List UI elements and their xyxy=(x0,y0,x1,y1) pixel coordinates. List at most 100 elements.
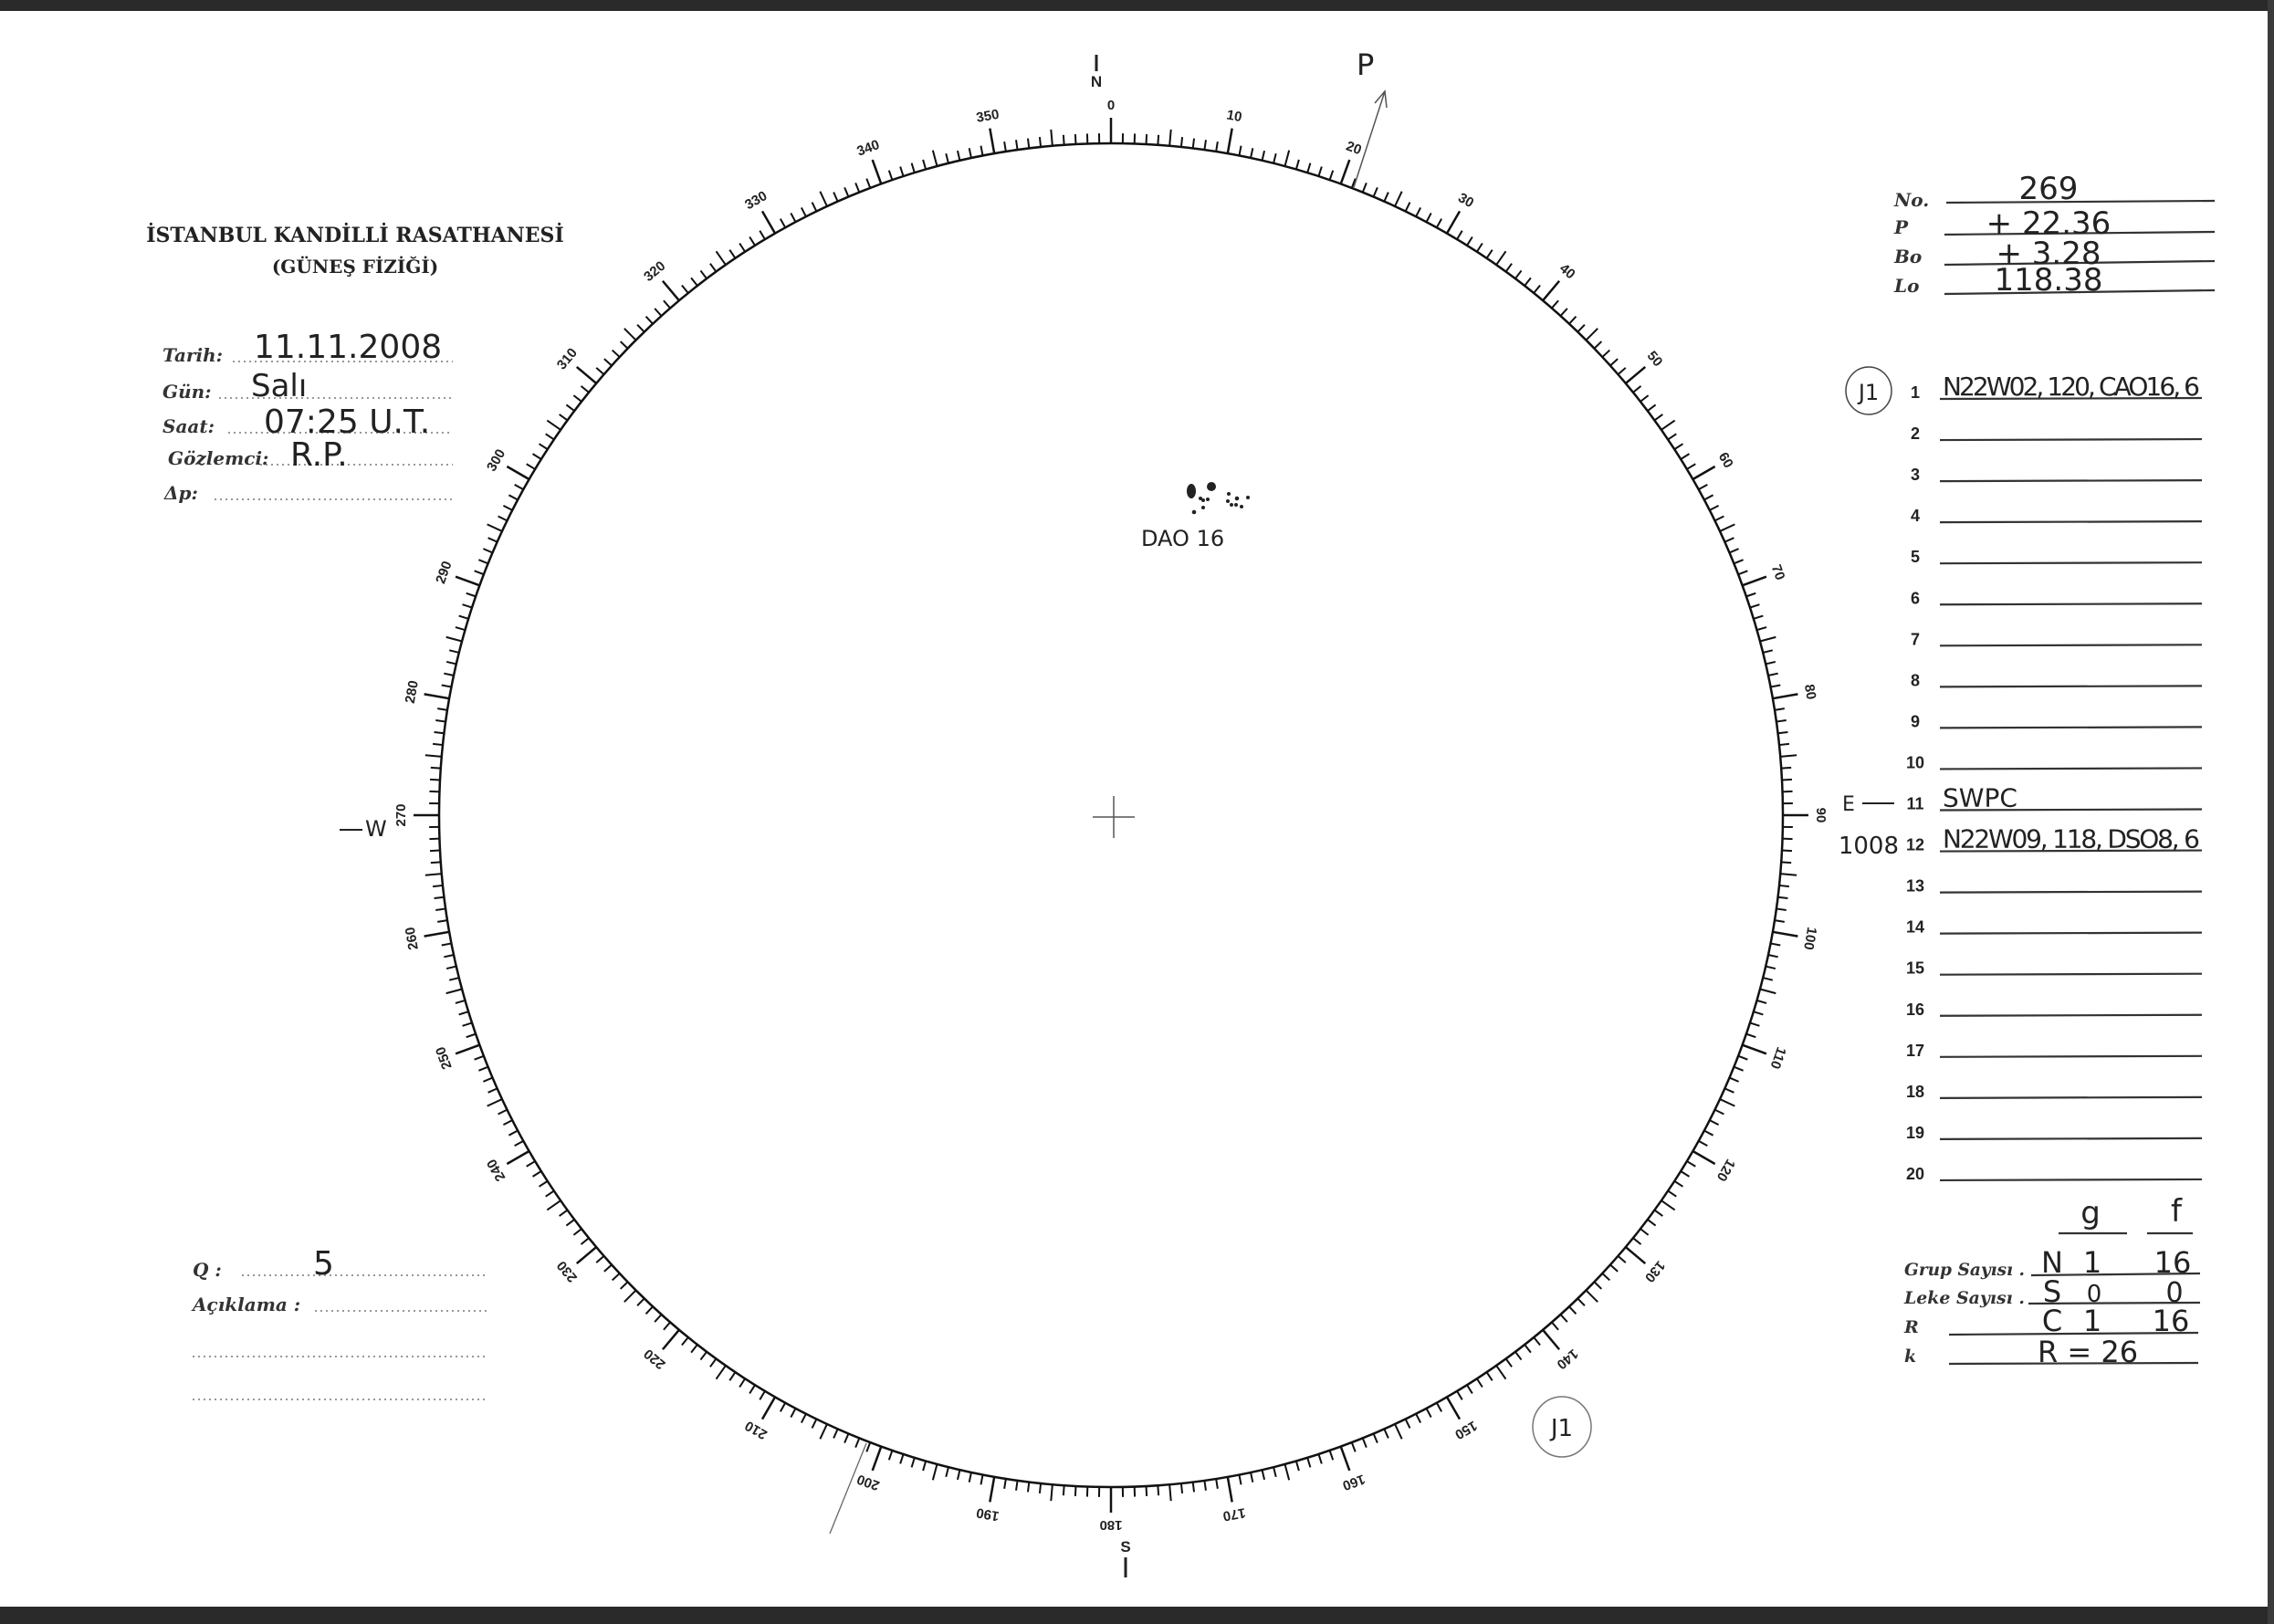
group-row: 10 xyxy=(1906,753,2203,771)
degree-tick xyxy=(445,635,463,643)
degree-tick xyxy=(1425,1408,1432,1419)
scan-border-top xyxy=(0,0,2274,11)
row-number: 17 xyxy=(1906,1042,1924,1060)
degree-tick xyxy=(899,166,905,177)
degree-tick xyxy=(432,742,444,747)
row-line xyxy=(1939,1137,2203,1141)
degree-label: 250 xyxy=(433,1044,456,1071)
degree-label: 60 xyxy=(1715,450,1736,471)
degree-tick xyxy=(1404,1419,1411,1429)
degree-tick xyxy=(531,1170,542,1178)
row-number: 18 xyxy=(1906,1083,1924,1101)
row-line xyxy=(1939,644,2203,647)
degree-tick xyxy=(1415,1413,1422,1424)
degree-tick xyxy=(1653,1209,1663,1217)
group-row: 15 xyxy=(1906,959,2203,978)
degree-tick xyxy=(1495,1365,1507,1380)
count-row-n: N 1 16 xyxy=(2041,1245,2191,1280)
degree-tick xyxy=(1203,140,1207,151)
degree-tick xyxy=(1767,672,1778,676)
degree-tick xyxy=(1777,730,1788,735)
degree-tick xyxy=(759,1390,766,1400)
degree-tick xyxy=(865,178,872,189)
degree-tick xyxy=(968,1472,972,1483)
degree-tick xyxy=(1776,907,1787,911)
degree-tick xyxy=(709,1357,718,1367)
degree-label: 180 xyxy=(1099,1517,1122,1533)
note-label: Açıklama : xyxy=(191,1294,300,1315)
row-number: 13 xyxy=(1906,877,1924,896)
scan-border-right xyxy=(2268,0,2274,1624)
degree-tick xyxy=(690,277,698,287)
degree-tick xyxy=(1456,1390,1463,1400)
degree-tick xyxy=(546,419,561,431)
axis-line xyxy=(829,1442,867,1535)
degree-tick xyxy=(1551,1321,1559,1331)
degree-tick xyxy=(1781,849,1793,853)
degree-tick xyxy=(1542,1329,1561,1351)
degree-tick xyxy=(715,250,727,266)
degree-tick xyxy=(482,548,493,554)
degree-tick xyxy=(482,1076,493,1083)
south-label: S xyxy=(1120,1538,1130,1556)
degree-tick xyxy=(910,162,916,173)
degree-tick xyxy=(833,1428,839,1439)
p-value: + 22.36 xyxy=(1986,205,2112,242)
no-value: 269 xyxy=(2019,171,2079,207)
degree-tick xyxy=(619,341,629,350)
scan-border-bottom xyxy=(0,1607,2274,1624)
degree-tick xyxy=(1724,1087,1734,1094)
degree-tick xyxy=(1745,592,1756,598)
degree-tick xyxy=(478,559,488,565)
degree-tick xyxy=(1625,365,1647,384)
row-number: 15 xyxy=(1906,959,1924,978)
degree-tick xyxy=(1778,742,1790,747)
degree-tick xyxy=(624,1289,637,1303)
degree-tick xyxy=(1767,954,1778,959)
row-number: 4 xyxy=(1911,507,1920,525)
degree-tick xyxy=(1168,129,1172,146)
degree-tick xyxy=(1753,1011,1764,1016)
degree-tick xyxy=(498,1108,508,1116)
group-classification-label: DAO 16 xyxy=(1141,526,1224,551)
degree-tick xyxy=(1585,1289,1598,1303)
row-number: 8 xyxy=(1911,671,1920,689)
degree-tick xyxy=(1294,1461,1300,1472)
degree-tick xyxy=(690,1344,698,1354)
degree-label: 160 xyxy=(1340,1471,1367,1493)
degree-tick xyxy=(1306,1457,1312,1468)
degree-tick xyxy=(1328,1450,1335,1461)
degree-tick xyxy=(455,999,466,1004)
degree-tick xyxy=(474,570,485,576)
degree-tick xyxy=(611,349,621,358)
degree-tick xyxy=(945,152,949,164)
degree-tick xyxy=(728,249,737,259)
degree-tick xyxy=(508,494,519,501)
solar-disk: 0 10 20 30 40 50 60 70 80 90 100 110 120 130 140 150 160… xyxy=(393,98,1829,1533)
degree-tick xyxy=(1653,414,1663,422)
degree-tick xyxy=(487,537,498,543)
ephemeris-parameters: No. 269 P + 22.36 Bo + 3.28 Lo 118.38 xyxy=(1893,171,2216,299)
degree-label: 270 xyxy=(393,803,409,826)
row1-mark-text: J1 xyxy=(1857,380,1879,405)
degree-tick xyxy=(1394,1423,1403,1440)
degree-tick xyxy=(1776,719,1787,723)
degree-tick xyxy=(1577,1297,1586,1307)
degree-tick xyxy=(1585,328,1598,341)
degree-tick xyxy=(1686,463,1696,470)
degree-tick xyxy=(441,684,452,688)
degree-tick xyxy=(1350,1441,1357,1452)
row-number: 10 xyxy=(1906,753,1924,771)
degree-tick xyxy=(445,988,463,995)
row-number: 16 xyxy=(1906,1001,1924,1019)
degree-tick xyxy=(1680,453,1691,460)
degree-tick xyxy=(1719,523,1735,532)
degree-tick xyxy=(1284,1463,1291,1481)
degree-tick xyxy=(1339,1446,1351,1472)
degree-tick xyxy=(432,884,444,888)
degree-tick xyxy=(1774,707,1785,711)
degree-tick xyxy=(1742,575,1767,587)
degree-tick xyxy=(538,1180,549,1188)
degree-tick xyxy=(1673,1180,1684,1188)
degree-tick xyxy=(1074,1485,1077,1497)
